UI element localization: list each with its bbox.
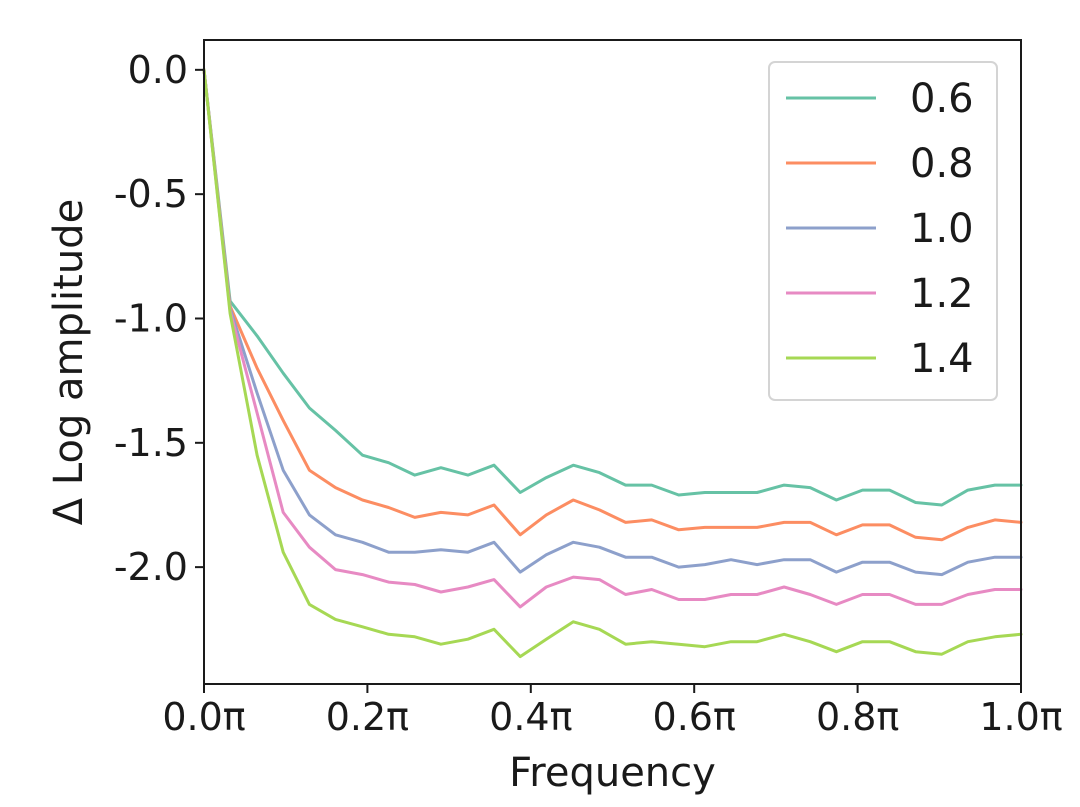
y-tick-label: -2.0 (114, 545, 188, 589)
series-line-0-6 (202, 68, 1023, 507)
series-line-0-8 (202, 68, 1023, 542)
legend-label: 1.2 (910, 271, 974, 317)
x-tick-label: 0.8π (816, 695, 899, 739)
x-tick-label: 0.0π (162, 695, 245, 739)
x-axis-title: Frequency (509, 750, 716, 796)
y-tick-label: -1.0 (114, 296, 188, 340)
series-layer (202, 68, 1023, 659)
y-tick-label: -0.5 (114, 172, 188, 216)
legend-label: 0.8 (910, 141, 974, 187)
x-axis: 0.0π 0.2π 0.4π 0.6π 0.8π 1.0π (162, 684, 1063, 739)
y-axis-title: Δ Log amplitude (46, 199, 92, 525)
legend-box (768, 61, 998, 401)
legend-label: 0.6 (910, 76, 974, 122)
plot-frame (203, 39, 1022, 685)
x-tick-label: 0.6π (653, 695, 736, 739)
series-line-1-2 (202, 68, 1023, 609)
legend: 0.6 0.8 1.0 1.2 1.4 (768, 61, 998, 401)
y-tick-label: 0.0 (128, 48, 188, 92)
y-axis: 0.0 -0.5 -1.0 -1.5 -2.0 (114, 48, 204, 589)
legend-label: 1.4 (910, 336, 974, 382)
legend-label: 1.0 (910, 206, 974, 252)
x-tick-label: 0.4π (489, 695, 572, 739)
series-line-1-0 (202, 68, 1023, 577)
x-tick-label: 0.2π (326, 695, 409, 739)
series-line-1-4 (202, 68, 1023, 659)
x-tick-label: 1.0π (979, 695, 1062, 739)
y-tick-label: -1.5 (114, 421, 188, 465)
